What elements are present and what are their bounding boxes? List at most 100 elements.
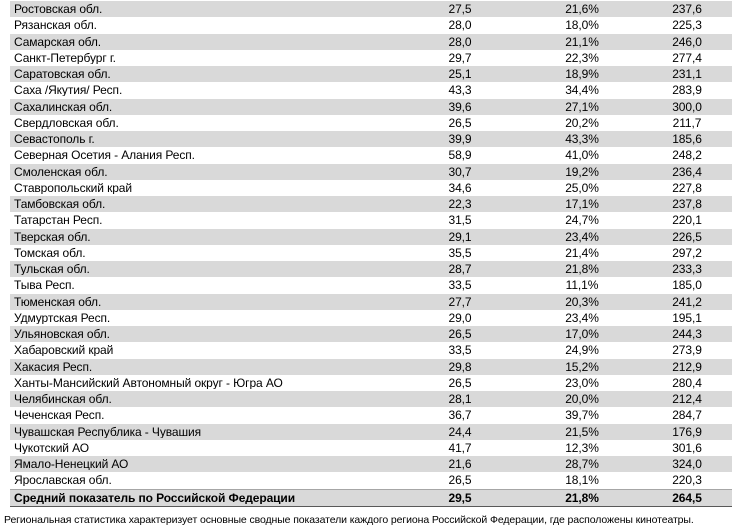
value2-cell: 231,1 [672, 68, 702, 81]
region-name-cell: Ярославская обл. [14, 474, 112, 487]
value2-cell: 241,2 [672, 295, 702, 308]
total-value1-cell: 29,5 [448, 491, 472, 504]
value2-cell: 225,3 [672, 19, 702, 32]
region-name-cell: Чувашская Республика - Чувашия [14, 425, 201, 438]
value1-cell: 33,5 [448, 279, 472, 292]
table-row: Ульяновская обл. 26,5 17,0% 244,3 [10, 326, 732, 343]
percent-cell: 21,6% [565, 3, 599, 16]
value1-cell: 31,5 [448, 214, 472, 227]
region-name-cell: Саратовская обл. [14, 68, 111, 81]
table-row: Ханты-Мансийский Автономный округ - Югра… [10, 374, 732, 391]
table-row: Тверская обл. 29,1 23,4% 226,5 [10, 228, 732, 245]
value1-cell: 22,3 [448, 198, 472, 211]
percent-cell: 15,2% [565, 360, 599, 373]
percent-cell: 43,3% [565, 133, 599, 146]
value1-cell: 28,0 [448, 19, 472, 32]
table-row: Тюменская обл. 27,7 20,3% 241,2 [10, 293, 732, 310]
value2-cell: 212,9 [672, 360, 702, 373]
percent-cell: 28,7% [565, 458, 599, 471]
table-row: Саратовская обл. 25,1 18,9% 231,1 [10, 66, 732, 83]
value1-cell: 33,5 [448, 344, 472, 357]
percent-cell: 18,9% [565, 68, 599, 81]
region-name-cell: Сахалинская обл. [14, 100, 113, 113]
value2-cell: 176,9 [672, 425, 702, 438]
region-name-cell: Тверская обл. [14, 230, 91, 243]
value1-cell: 26,5 [448, 474, 472, 487]
percent-cell: 20,0% [565, 393, 599, 406]
value2-cell: 236,4 [672, 165, 702, 178]
value1-cell: 30,7 [448, 165, 472, 178]
table-row: Тульская обл. 28,7 21,8% 233,3 [10, 261, 732, 278]
footnote-text: Региональная статистика характеризует ос… [4, 514, 694, 526]
value2-cell: 280,4 [672, 376, 702, 389]
value2-cell: 220,3 [672, 474, 702, 487]
percent-cell: 21,4% [565, 246, 599, 259]
value2-cell: 195,1 [672, 311, 702, 324]
regional-stats-table: Ростовская обл. 27,5 21,6% 237,6 Рязанск… [10, 1, 732, 507]
table-row: Хакасия Респ. 29,8 15,2% 212,9 [10, 358, 732, 375]
value1-cell: 29,1 [448, 230, 472, 243]
percent-cell: 23,4% [565, 230, 599, 243]
value1-cell: 28,7 [448, 263, 472, 276]
value2-cell: 283,9 [672, 84, 702, 97]
value1-cell: 36,7 [448, 409, 472, 422]
value1-cell: 43,3 [448, 84, 472, 97]
table-total-row: Средний показатель по Российской Федерац… [10, 488, 732, 507]
table-row: Самарская обл. 28,0 21,1% 246,0 [10, 33, 732, 50]
value2-cell: 220,1 [672, 214, 702, 227]
region-name-cell: Рязанская обл. [14, 19, 97, 32]
table-row: Ярославская обл. 26,5 18,1% 220,3 [10, 472, 732, 489]
value2-cell: 246,0 [672, 35, 702, 48]
value2-cell: 226,5 [672, 230, 702, 243]
value1-cell: 28,0 [448, 35, 472, 48]
total-label-cell: Средний показатель по Российской Федерац… [14, 491, 295, 504]
table-row: Севастополь г. 39,9 43,3% 185,6 [10, 131, 732, 148]
value2-cell: 248,2 [672, 149, 702, 162]
table-row: Хабаровский край 33,5 24,9% 273,9 [10, 342, 732, 359]
table-row: Сахалинская обл. 39,6 27,1% 300,0 [10, 98, 732, 115]
value1-cell: 25,1 [448, 68, 472, 81]
region-name-cell: Севастополь г. [14, 133, 95, 146]
percent-cell: 23,0% [565, 376, 599, 389]
value1-cell: 26,5 [448, 376, 472, 389]
table-row: Чукотский АО 41,7 12,3% 301,6 [10, 439, 732, 456]
percent-cell: 21,8% [565, 263, 599, 276]
value1-cell: 41,7 [448, 441, 472, 454]
percent-cell: 17,1% [565, 198, 599, 211]
region-name-cell: Ханты-Мансийский Автономный округ - Югра… [14, 376, 283, 389]
value2-cell: 185,6 [672, 133, 702, 146]
table-row: Чувашская Республика - Чувашия 24,4 21,5… [10, 423, 732, 440]
region-name-cell: Смоленская обл. [14, 165, 108, 178]
percent-cell: 12,3% [565, 441, 599, 454]
region-name-cell: Удмуртская Респ. [14, 311, 111, 324]
percent-cell: 41,0% [565, 149, 599, 162]
region-name-cell: Тамбовская обл. [14, 198, 106, 211]
total-percent-cell: 21,8% [565, 491, 599, 504]
value1-cell: 29,0 [448, 311, 472, 324]
total-value2-cell: 264,5 [672, 491, 702, 504]
percent-cell: 27,1% [565, 100, 599, 113]
value1-cell: 28,1 [448, 393, 472, 406]
percent-cell: 20,3% [565, 295, 599, 308]
table-row: Томская обл. 35,5 21,4% 297,2 [10, 244, 732, 261]
value2-cell: 273,9 [672, 344, 702, 357]
region-name-cell: Самарская обл. [14, 35, 102, 48]
region-name-cell: Северная Осетия - Алания Респ. [14, 149, 195, 162]
value2-cell: 237,8 [672, 198, 702, 211]
table-row: Ямало-Ненецкий АО 21,6 28,7% 324,0 [10, 456, 732, 473]
percent-cell: 17,0% [565, 328, 599, 341]
value1-cell: 39,6 [448, 100, 472, 113]
value1-cell: 26,5 [448, 116, 472, 129]
table-row: Ростовская обл. 27,5 21,6% 237,6 [10, 1, 732, 18]
value2-cell: 237,6 [672, 3, 702, 16]
value2-cell: 324,0 [672, 458, 702, 471]
region-name-cell: Томская обл. [14, 246, 86, 259]
value2-cell: 277,4 [672, 51, 702, 64]
percent-cell: 24,7% [565, 214, 599, 227]
value2-cell: 185,0 [672, 279, 702, 292]
value1-cell: 21,6 [448, 458, 472, 471]
region-name-cell: Татарстан Респ. [14, 214, 103, 227]
region-name-cell: Саха /Якутия/ Респ. [14, 84, 123, 97]
region-name-cell: Ямало-Ненецкий АО [14, 458, 129, 471]
region-name-cell: Тыва Респ. [14, 279, 75, 292]
